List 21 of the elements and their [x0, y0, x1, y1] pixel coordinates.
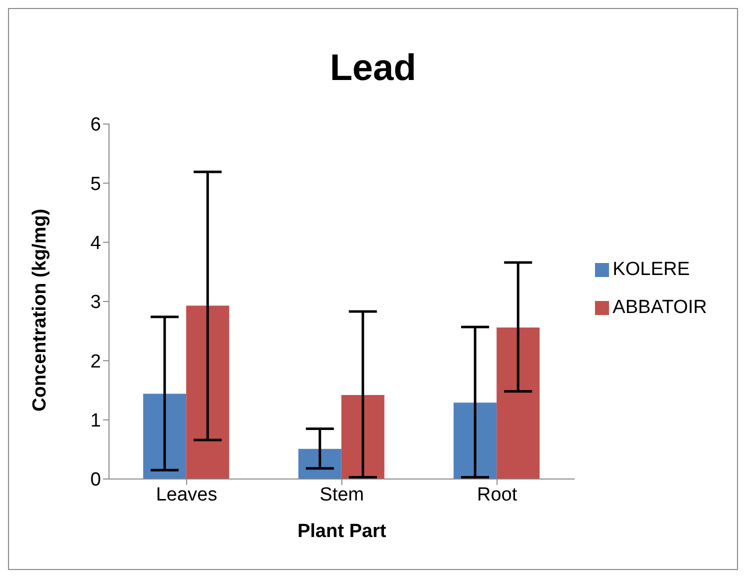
y-tick-label: 1 — [90, 410, 101, 432]
bar — [341, 394, 384, 479]
y-tick-label: 4 — [90, 233, 102, 254]
bar — [186, 306, 230, 479]
y-tick-label: 0 — [90, 470, 101, 491]
x-axis-title: Plant Part — [297, 521, 387, 542]
x-tick-label: Root — [476, 484, 518, 506]
y-tick-label: 2 — [90, 351, 101, 372]
legend-label: KOLERE — [612, 259, 690, 280]
bar — [454, 402, 497, 479]
legend-label: ABBATOIR — [612, 297, 707, 318]
y-tick-label: 5 — [90, 174, 101, 195]
y-tick-label: 6 — [90, 114, 101, 136]
x-tick-label: Stem — [320, 484, 364, 506]
bar — [496, 328, 540, 479]
y-tick-label: 3 — [90, 292, 101, 314]
y-axis-title: Concentration (kg/mg) — [30, 208, 51, 412]
bar — [143, 394, 186, 479]
x-tick-label: Leaves — [156, 484, 218, 506]
bar — [298, 448, 342, 479]
chart-title: Lead — [328, 47, 418, 89]
